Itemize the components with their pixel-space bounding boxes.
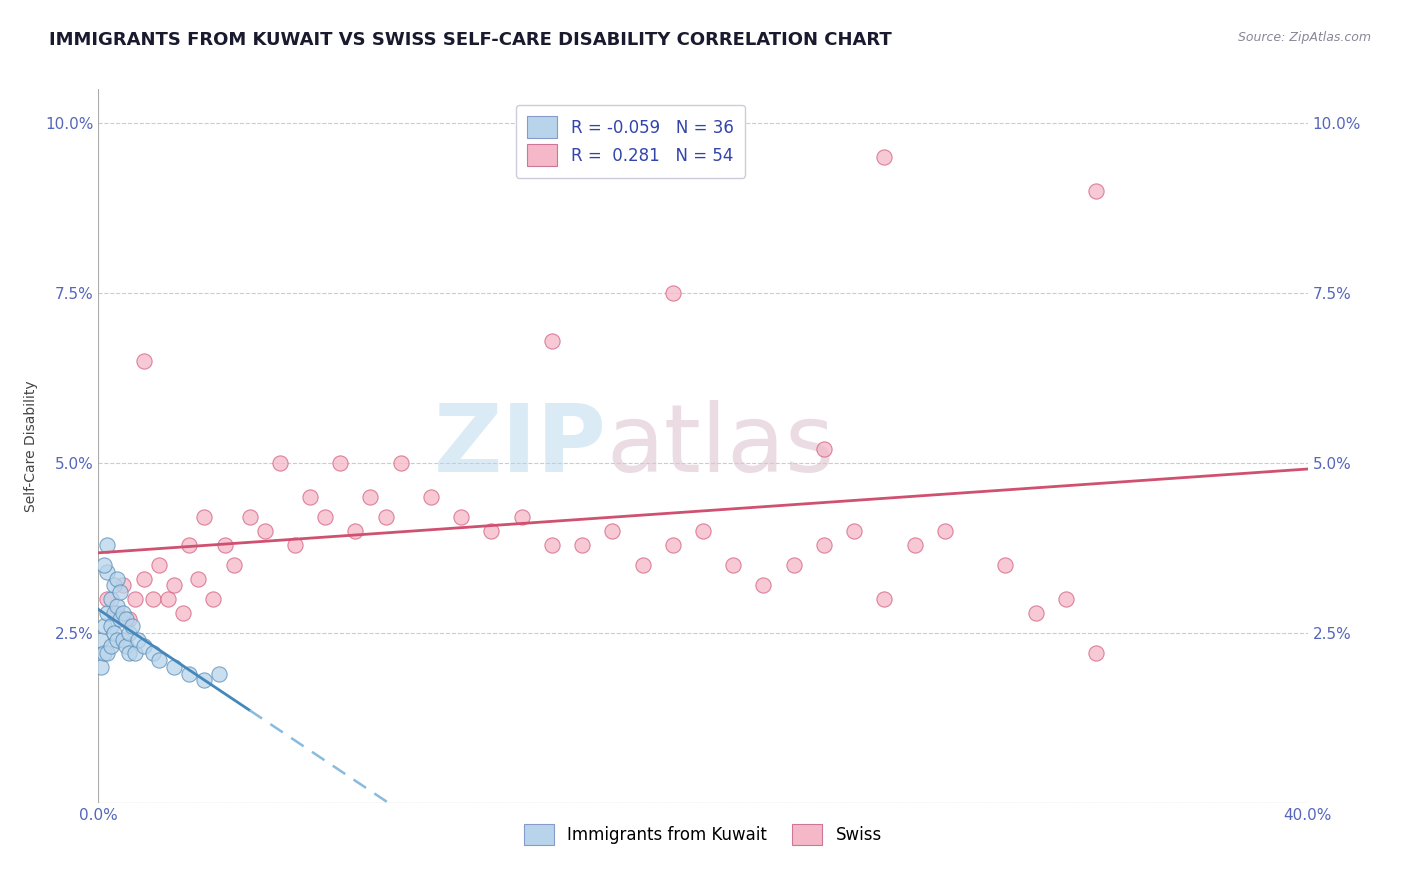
Point (100, 591, 122, 606)
Point (752, 578, 775, 592)
Point (540, 334, 562, 348)
Point (723, 558, 745, 572)
Point (360, 490, 382, 504)
Point (111, 578, 134, 592)
Point (389, 456, 412, 470)
Point (132, 640, 155, 654)
Text: ZIP: ZIP (433, 400, 606, 492)
Point (111, 632, 134, 647)
Point (93, 646, 115, 660)
Point (420, 490, 443, 504)
Point (103, 626, 125, 640)
Point (142, 591, 165, 606)
Point (661, 286, 683, 301)
Point (314, 510, 336, 524)
Point (208, 666, 231, 681)
Text: atlas: atlas (606, 400, 835, 492)
Point (269, 456, 291, 470)
Point (813, 442, 835, 457)
Point (783, 558, 806, 572)
Point (510, 510, 533, 524)
Point (103, 578, 125, 592)
Point (450, 510, 472, 524)
Point (114, 640, 136, 654)
Point (103, 606, 125, 620)
Point (96, 537, 118, 551)
Point (934, 524, 956, 538)
Point (571, 537, 593, 551)
Point (239, 510, 262, 524)
Point (96, 646, 118, 660)
Point (96, 565, 118, 579)
Point (1054, 591, 1077, 606)
Point (540, 537, 562, 551)
Point (142, 646, 165, 660)
Point (100, 640, 122, 654)
Point (214, 537, 236, 551)
Point (105, 606, 128, 620)
Point (132, 572, 155, 586)
Point (156, 591, 179, 606)
Point (108, 612, 131, 626)
Y-axis label: Self-Care Disability: Self-Care Disability (24, 380, 38, 512)
Point (481, 524, 503, 538)
Point (904, 537, 927, 551)
Point (202, 591, 225, 606)
Point (148, 558, 170, 572)
Point (1024, 606, 1046, 620)
Point (692, 524, 714, 538)
Point (1085, 646, 1108, 660)
Point (108, 585, 131, 599)
Point (96, 606, 118, 620)
Point (344, 524, 367, 538)
Point (661, 537, 683, 551)
Point (873, 150, 896, 164)
Point (163, 578, 186, 592)
Text: IMMIGRANTS FROM KUWAIT VS SWISS SELF-CARE DISABILITY CORRELATION CHART: IMMIGRANTS FROM KUWAIT VS SWISS SELF-CAR… (49, 31, 891, 49)
Point (93, 619, 115, 633)
Point (602, 524, 624, 538)
Point (118, 646, 141, 660)
Point (374, 510, 396, 524)
Point (179, 666, 201, 681)
Point (844, 524, 866, 538)
Point (93, 558, 115, 572)
Point (121, 619, 143, 633)
Point (224, 558, 246, 572)
Point (193, 673, 215, 688)
Point (114, 612, 136, 626)
Point (90, 632, 112, 647)
Point (127, 632, 149, 647)
Point (193, 510, 215, 524)
Point (873, 591, 896, 606)
Point (105, 599, 128, 613)
Point (631, 558, 654, 572)
Point (118, 626, 141, 640)
Point (148, 653, 170, 667)
Point (163, 660, 186, 674)
Point (96, 591, 118, 606)
Point (813, 537, 835, 551)
Point (299, 490, 322, 504)
Point (172, 606, 194, 620)
Point (179, 537, 201, 551)
Point (124, 646, 146, 660)
Legend: Immigrants from Kuwait, Swiss: Immigrants from Kuwait, Swiss (510, 811, 896, 859)
Point (1085, 184, 1108, 198)
Point (253, 524, 276, 538)
Point (187, 572, 209, 586)
Point (132, 354, 155, 368)
Point (105, 572, 128, 586)
Point (118, 612, 141, 626)
Point (111, 606, 134, 620)
Point (124, 591, 146, 606)
Point (994, 558, 1017, 572)
Point (100, 619, 122, 633)
Point (90, 660, 112, 674)
Point (284, 537, 307, 551)
Text: Source: ZipAtlas.com: Source: ZipAtlas.com (1237, 31, 1371, 45)
Point (329, 456, 352, 470)
Point (105, 632, 128, 647)
